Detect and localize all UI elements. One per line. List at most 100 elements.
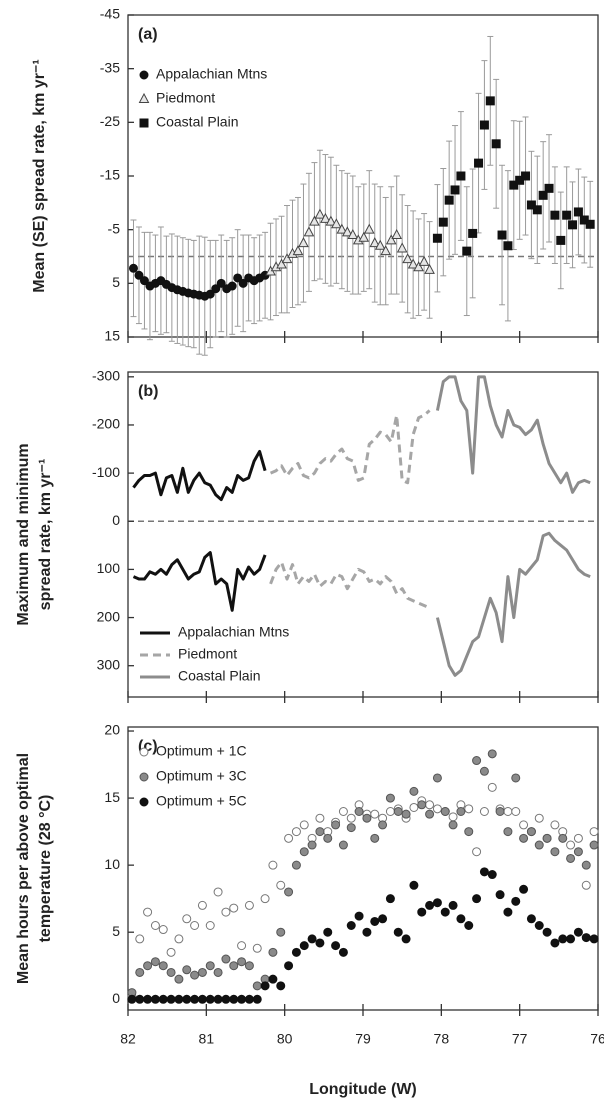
data-point xyxy=(363,223,375,234)
data-point xyxy=(252,994,262,1004)
data-point xyxy=(401,934,411,944)
data-point xyxy=(479,867,489,877)
data-point xyxy=(532,205,542,215)
data-point xyxy=(589,840,599,850)
data-point xyxy=(425,809,435,819)
data-point xyxy=(354,806,364,816)
data-point xyxy=(589,934,599,944)
data-point xyxy=(440,806,450,816)
data-point xyxy=(448,820,458,830)
series-line xyxy=(269,560,431,610)
data-point xyxy=(472,894,482,904)
data-point xyxy=(135,967,145,977)
data-point xyxy=(252,943,262,953)
data-point xyxy=(229,994,239,1004)
data-point xyxy=(303,226,315,237)
data-point xyxy=(380,245,392,256)
data-point xyxy=(284,961,294,971)
x-tick-label: 82 xyxy=(120,1031,136,1047)
data-point xyxy=(166,994,176,1004)
data-point xyxy=(338,840,348,850)
data-point xyxy=(432,233,442,243)
y-tick-label: 15 xyxy=(104,789,120,805)
legend-label: Optimum + 5C xyxy=(156,793,247,809)
data-point xyxy=(562,210,572,220)
data-point xyxy=(213,994,223,1004)
data-point xyxy=(268,947,278,957)
data-point xyxy=(409,802,419,812)
data-point xyxy=(150,994,160,1004)
data-point xyxy=(229,903,239,913)
data-point xyxy=(291,947,301,957)
legend-label: Appalachian Mtns xyxy=(156,66,267,82)
data-point xyxy=(205,961,215,971)
data-point xyxy=(370,833,380,843)
data-point xyxy=(519,884,529,894)
data-point xyxy=(370,916,380,926)
data-point xyxy=(538,190,548,200)
data-point xyxy=(402,253,413,264)
legend-swatch xyxy=(138,92,150,103)
legend-swatch xyxy=(139,797,149,807)
series-line xyxy=(435,531,591,677)
data-point xyxy=(292,245,304,256)
data-point xyxy=(174,934,184,944)
x-tick-label: 80 xyxy=(277,1031,293,1047)
data-point xyxy=(299,941,309,951)
data-point xyxy=(197,900,207,910)
data-point xyxy=(378,820,388,830)
data-point xyxy=(314,208,326,219)
data-point xyxy=(237,941,247,951)
data-point xyxy=(221,907,231,917)
data-point xyxy=(534,813,544,823)
data-point xyxy=(462,246,472,256)
data-point xyxy=(237,957,247,967)
data-point xyxy=(346,813,356,823)
data-point xyxy=(521,171,531,181)
x-tick-label: 77 xyxy=(512,1031,528,1047)
data-point xyxy=(190,970,200,980)
data-point xyxy=(378,914,388,924)
data-point xyxy=(519,820,529,830)
data-point xyxy=(456,806,466,816)
data-point xyxy=(534,840,544,850)
data-point xyxy=(511,896,521,906)
data-point xyxy=(143,994,153,1004)
data-point xyxy=(544,183,554,193)
data-point xyxy=(472,756,482,766)
legend-label: Piedmont xyxy=(178,646,237,662)
y-axis-label: temperature (28 °C) xyxy=(37,795,54,943)
y-tick-label: 5 xyxy=(112,923,120,939)
data-point xyxy=(213,887,223,897)
data-point xyxy=(448,900,458,910)
data-point xyxy=(556,235,566,245)
data-point xyxy=(252,981,262,991)
data-point xyxy=(320,212,331,223)
y-tick-label: -300 xyxy=(92,368,120,384)
y-axis-label: Mean hours per above optimal xyxy=(15,753,32,984)
data-point xyxy=(323,927,333,937)
data-point xyxy=(127,994,137,1004)
data-point xyxy=(190,994,200,1004)
data-point xyxy=(281,253,293,264)
legend-label: Optimum + 3C xyxy=(156,768,247,784)
data-point xyxy=(182,914,192,924)
data-point xyxy=(503,241,513,251)
data-point xyxy=(385,234,397,245)
data-point xyxy=(276,258,287,269)
data-point xyxy=(298,237,309,248)
data-point xyxy=(244,900,254,910)
data-point xyxy=(511,773,521,783)
legend-label: Coastal Plain xyxy=(178,668,261,684)
data-point xyxy=(182,994,192,1004)
data-point xyxy=(362,927,372,937)
data-point xyxy=(550,847,560,857)
data-point xyxy=(276,981,286,991)
data-point xyxy=(573,927,583,937)
legend-swatch xyxy=(139,118,149,128)
data-point xyxy=(491,139,501,149)
data-point xyxy=(291,860,301,870)
data-point xyxy=(331,941,341,951)
